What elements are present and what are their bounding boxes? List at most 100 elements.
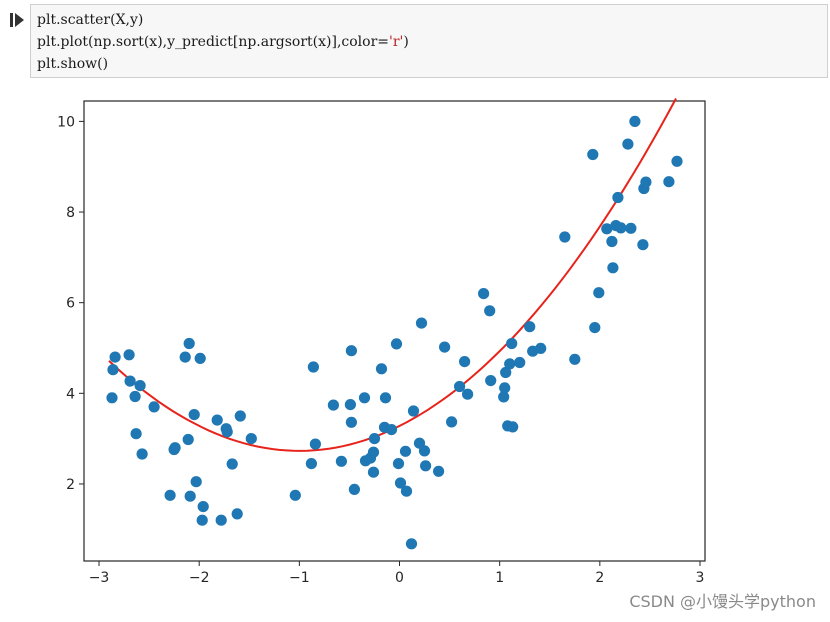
x-tick-label: 2 xyxy=(595,570,604,586)
code-cell[interactable]: plt.scatter(X,y) plt.plot(np.sort(x),y_p… xyxy=(30,4,828,78)
scatter-point xyxy=(231,508,243,520)
y-tick-label: 6 xyxy=(66,296,75,312)
scatter-point xyxy=(506,337,518,350)
scatter-point xyxy=(629,115,641,127)
scatter-point xyxy=(514,356,526,369)
x-tick-label: −3 xyxy=(89,570,110,586)
scatter-point xyxy=(134,380,146,392)
scatter-point xyxy=(367,466,380,478)
code-line-plot-end: ) xyxy=(403,34,409,50)
scatter-point xyxy=(405,538,418,550)
scatter-point xyxy=(345,416,357,428)
scatter-point xyxy=(211,414,223,426)
scatter-point xyxy=(226,458,238,470)
scatter-point xyxy=(601,223,613,235)
scatter-point xyxy=(500,366,512,379)
scatter-point xyxy=(593,287,605,299)
scatter-point xyxy=(640,176,652,188)
axes-frame xyxy=(83,100,706,562)
scatter-point xyxy=(385,424,398,436)
scatter-point xyxy=(345,345,357,357)
run-cell-icon[interactable] xyxy=(10,12,24,28)
scatter-point xyxy=(462,388,474,400)
scatter-point xyxy=(569,353,581,365)
scatter-point xyxy=(612,191,624,204)
scatter-point xyxy=(379,392,392,404)
scatter-point xyxy=(607,262,619,274)
scatter-point xyxy=(507,421,519,433)
scatter-point xyxy=(183,337,195,350)
scatter-point xyxy=(606,235,618,248)
scatter-point xyxy=(499,382,511,394)
scatter-point xyxy=(124,375,136,387)
scatter-point xyxy=(615,222,627,234)
scatter-plot: −3 −2 −1 0 1 2 3 2 4 6 8 10 xyxy=(57,98,706,586)
scatter-point xyxy=(375,363,388,375)
scatter-point xyxy=(559,231,571,243)
scatter-point xyxy=(671,155,683,167)
scatter-point xyxy=(197,501,209,513)
scatter-point xyxy=(390,338,403,350)
scatter-point xyxy=(478,288,490,300)
y-tick-label: 10 xyxy=(57,114,75,130)
scatter-point xyxy=(358,392,371,404)
tick-group: −3 −2 −1 0 1 2 3 2 4 6 8 10 xyxy=(57,114,704,586)
scatter-point xyxy=(344,399,356,411)
y-tick-label: 2 xyxy=(66,477,75,493)
scatter-point xyxy=(245,433,257,445)
scatter-point xyxy=(182,433,194,446)
scatter-point xyxy=(400,485,413,497)
scatter-point xyxy=(106,392,118,404)
scatter-point xyxy=(194,352,206,364)
scatter-point xyxy=(136,448,148,460)
scatter-point xyxy=(221,426,233,438)
scatter-point xyxy=(188,409,200,421)
scatter-point xyxy=(190,476,202,488)
scatter-point xyxy=(130,428,142,440)
scatter-point xyxy=(459,356,471,368)
scatter-point xyxy=(123,349,135,361)
scatter-point xyxy=(335,455,347,467)
scatter-point xyxy=(169,442,181,454)
scatter-point xyxy=(289,489,301,501)
scatter-point xyxy=(184,490,196,502)
scatter-point xyxy=(148,401,160,413)
y-tick-label: 8 xyxy=(66,205,75,221)
scatter-point xyxy=(420,460,432,472)
x-tick-label: −1 xyxy=(289,570,310,586)
scatter-point xyxy=(498,391,510,403)
scatter-point xyxy=(433,465,445,477)
scatter-point xyxy=(418,445,431,457)
scatter-point xyxy=(535,342,547,354)
scatter-point xyxy=(663,176,675,188)
code-line-plot: plt.plot(np.sort(x),y_predict[np.argsort… xyxy=(37,31,821,53)
scatter-point xyxy=(234,410,246,422)
code-string-color: 'r' xyxy=(389,34,404,50)
scatter-point xyxy=(392,458,405,470)
x-tick-label: 1 xyxy=(495,570,504,586)
axes-border xyxy=(83,100,706,562)
scatter-point xyxy=(407,405,420,417)
scatter-point xyxy=(485,375,497,387)
code-line-show: plt.show() xyxy=(37,56,109,72)
scatter-point xyxy=(129,390,141,403)
x-tick-label: −2 xyxy=(189,570,210,586)
x-tick-label: 3 xyxy=(696,570,705,586)
scatter-point xyxy=(415,317,428,329)
scatter-point xyxy=(305,458,317,470)
scatter-point xyxy=(622,138,634,150)
scatter-point xyxy=(109,351,121,363)
scatter-point xyxy=(446,416,458,428)
scatter-point xyxy=(215,514,227,526)
scatter-point xyxy=(394,477,407,489)
scatter-point xyxy=(587,148,599,161)
scatter-point xyxy=(484,305,496,317)
scatter-point xyxy=(348,483,360,495)
scatter-point xyxy=(307,361,319,373)
code-line-plot-main: plt.plot(np.sort(x),y_predict[np.argsort… xyxy=(37,34,390,50)
scatter-point xyxy=(196,514,208,526)
scatter-point xyxy=(589,322,601,334)
cell-output: −3 −2 −1 0 1 2 3 2 4 6 8 10 xyxy=(30,84,828,620)
scatter-point xyxy=(309,438,321,450)
code-line-scatter: plt.scatter(X,y) xyxy=(37,12,144,28)
